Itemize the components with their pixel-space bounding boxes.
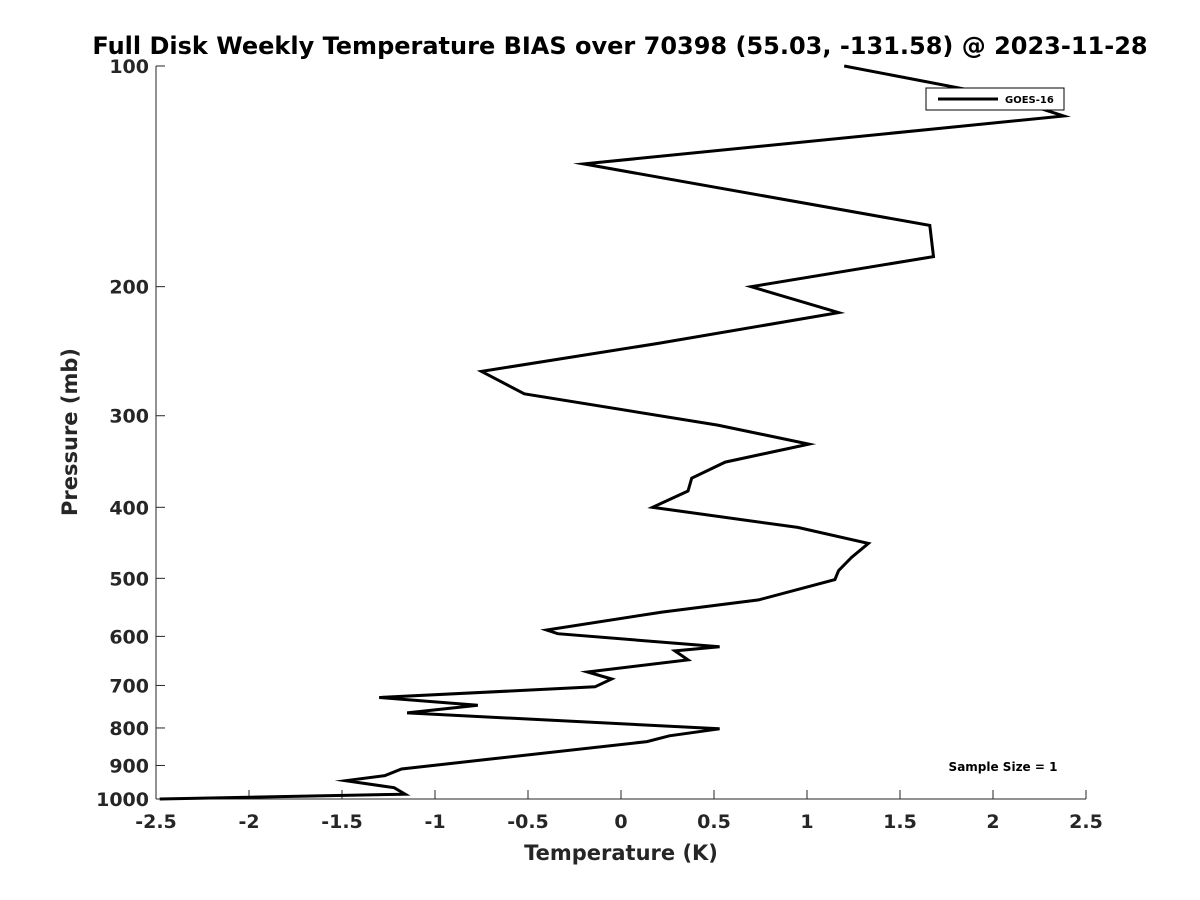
series-line-goes-16 xyxy=(159,64,1072,801)
y-axis-label: Pressure (mb) xyxy=(58,348,82,516)
y-ticks: 100 200 300 400 500 600 700 800 900 1000 xyxy=(96,56,165,811)
x-axis-label: Temperature (K) xyxy=(524,841,718,865)
chart-title: Full Disk Weekly Temperature BIAS over 7… xyxy=(92,32,1147,60)
y-tick-label: 100 xyxy=(109,56,149,78)
y-tick-label: 200 xyxy=(109,277,149,299)
y-tick-label: 800 xyxy=(109,718,149,740)
plot-area: -2.5 -2 -1.5 -1 -0.5 0 0.5 1 1.5 2 2.5 100 200 300 40… xyxy=(96,56,1103,833)
x-tick-label: -1.5 xyxy=(321,811,363,833)
y-tick-label: 300 xyxy=(109,406,149,428)
y-tick-label: 1000 xyxy=(96,789,149,811)
legend-label-goes-16: GOES-16 xyxy=(1005,95,1054,106)
y-tick-label: 400 xyxy=(109,497,149,519)
x-ticks: -2.5 -2 -1.5 -1 -0.5 0 0.5 1 1.5 2 2.5 xyxy=(135,790,1103,833)
y-tick-label: 500 xyxy=(109,568,149,590)
legend: GOES-16 xyxy=(925,87,1065,111)
x-tick-label: 0.5 xyxy=(697,811,731,833)
x-tick-label: 2 xyxy=(986,811,999,833)
x-tick-label: 1.5 xyxy=(883,811,917,833)
sample-size-annotation: Sample Size = 1 xyxy=(949,760,1058,774)
x-tick-label: -2.5 xyxy=(135,811,177,833)
y-tick-label: 700 xyxy=(109,675,149,697)
x-tick-label: 1 xyxy=(800,811,813,833)
x-tick-label: 0 xyxy=(614,811,627,833)
y-tick-label: 600 xyxy=(109,626,149,648)
x-tick-label: 2.5 xyxy=(1069,811,1103,833)
y-tick-label: 900 xyxy=(109,755,149,777)
series-layer xyxy=(159,64,1072,801)
x-tick-label: -1 xyxy=(424,811,445,833)
x-tick-label: -2 xyxy=(238,811,259,833)
x-tick-label: -0.5 xyxy=(507,811,549,833)
